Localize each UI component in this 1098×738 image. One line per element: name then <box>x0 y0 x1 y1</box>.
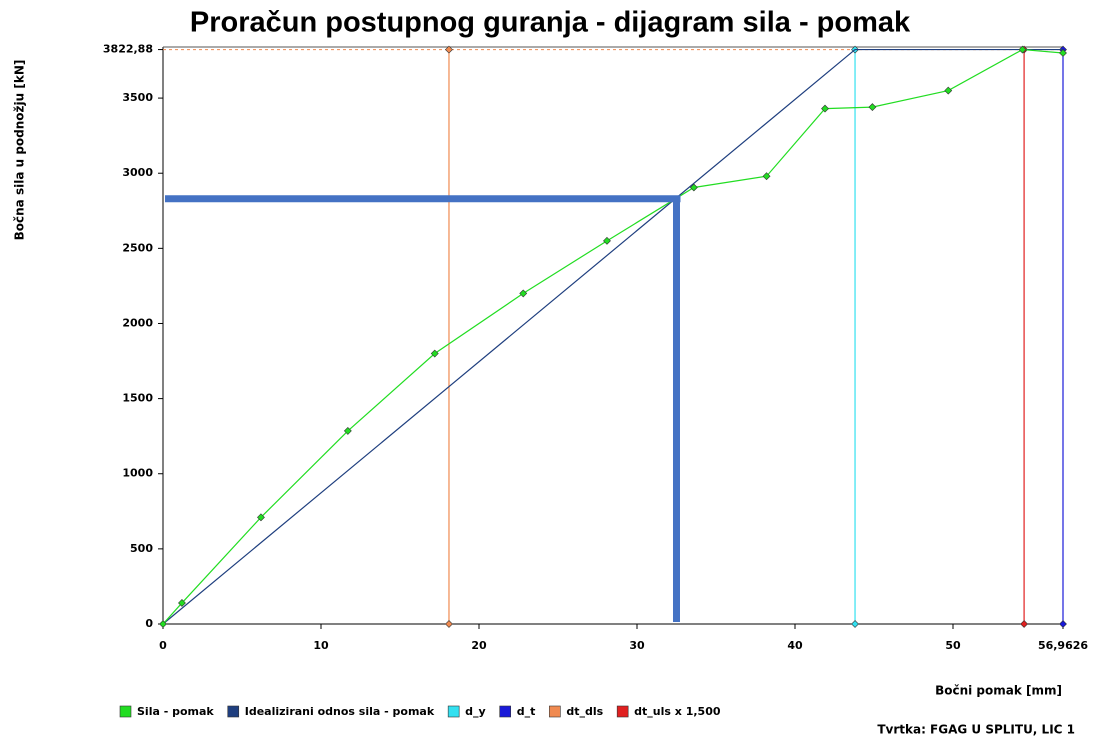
x-axis-label: Bočni pomak [mm] <box>935 684 1062 698</box>
x-tick-label: 30 <box>629 639 645 652</box>
point <box>851 620 859 628</box>
point <box>519 289 528 298</box>
legend-label: Idealizirani odnos sila - pomak <box>245 705 435 718</box>
x-tick-label: 40 <box>787 639 803 652</box>
legend-label: d_t <box>517 705 536 718</box>
point <box>1018 45 1027 54</box>
point <box>445 45 453 54</box>
y-tick-label: 0 <box>145 617 153 630</box>
legend-swatch <box>499 705 512 718</box>
y-axis-label: Bočna sila u podnožju [kN] <box>13 60 27 241</box>
chart-title: Proračun postupnog guranja - dijagram si… <box>190 7 911 39</box>
point <box>1020 620 1029 628</box>
y-tick-label: 3500 <box>122 91 153 104</box>
y-tick-label: 3822,88 <box>103 43 153 56</box>
point <box>944 86 953 95</box>
point <box>1059 49 1067 57</box>
point <box>821 104 829 113</box>
legend-label: Sila - pomak <box>137 705 214 718</box>
x-tick-label: 10 <box>313 639 329 652</box>
point <box>868 103 877 112</box>
footer: Tvrtka: FGAG U SPLITU, LIC 1 <box>877 723 1075 737</box>
legend-swatch <box>616 705 629 718</box>
x-tick-label: 56,9626 <box>1038 639 1088 652</box>
legend-swatch <box>119 705 132 718</box>
y-tick-label: 3000 <box>122 166 153 179</box>
point <box>762 172 771 181</box>
series-line <box>162 48 1063 625</box>
x-tick-label: 20 <box>471 639 487 652</box>
legend-label: dt_uls x 1,500 <box>634 705 721 718</box>
point <box>343 426 352 435</box>
y-tick-label: 500 <box>130 542 153 555</box>
y-tick-label: 1000 <box>122 467 153 480</box>
legend-label: dt_dls <box>566 705 603 718</box>
legend-label: d_y <box>465 705 486 718</box>
point <box>430 349 439 358</box>
x-tick-label: 0 <box>159 639 167 652</box>
point <box>159 620 167 628</box>
y-tick-label: 2500 <box>122 241 153 254</box>
point <box>178 599 186 607</box>
legend-swatch <box>447 705 460 718</box>
y-tick-label: 1500 <box>122 392 153 405</box>
point <box>689 183 698 192</box>
point <box>1059 620 1067 628</box>
point <box>445 620 453 628</box>
x-tick-label: 50 <box>945 639 961 652</box>
legend-swatch <box>227 705 240 718</box>
legend-swatch <box>549 705 561 718</box>
point <box>603 236 611 245</box>
point <box>257 513 265 522</box>
y-tick-label: 2000 <box>122 316 153 329</box>
series-line <box>162 48 1064 625</box>
